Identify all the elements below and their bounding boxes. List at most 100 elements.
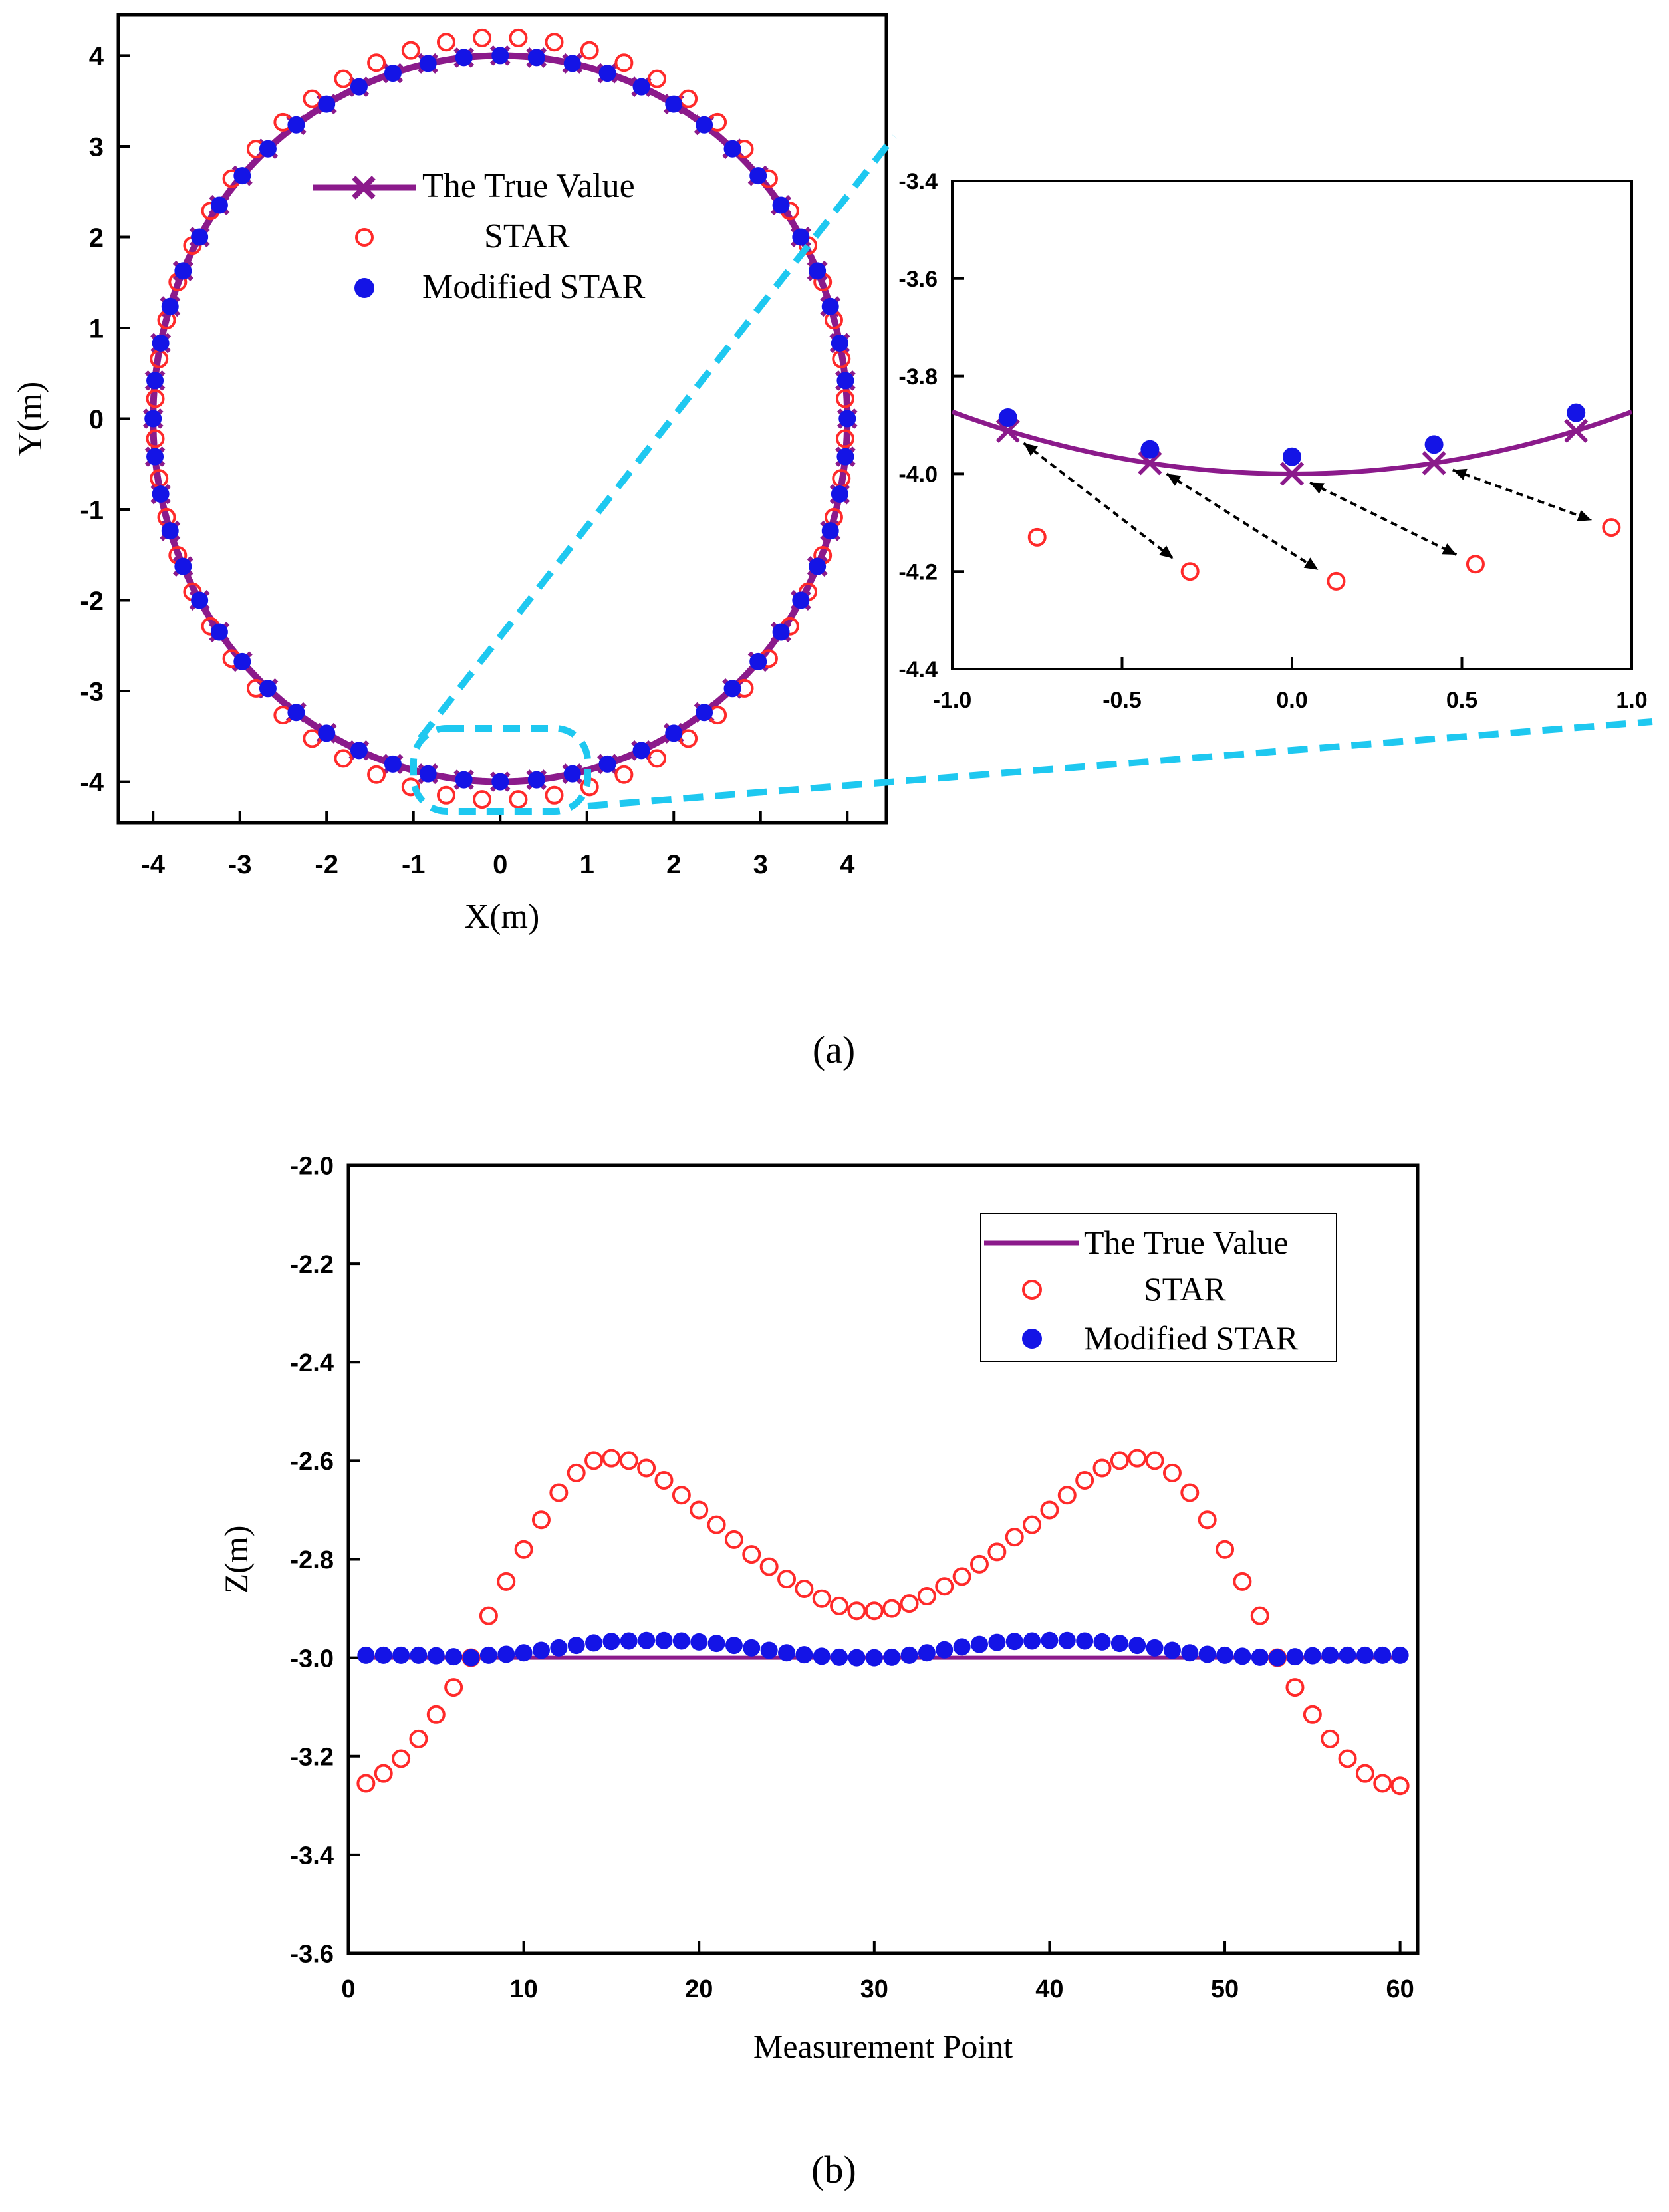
star-point bbox=[509, 790, 528, 809]
star-point-inset bbox=[1180, 562, 1200, 581]
modified-star-point bbox=[161, 522, 179, 540]
star-point bbox=[146, 389, 165, 408]
modified-star-point bbox=[152, 485, 170, 503]
modified-star-point bbox=[233, 652, 251, 670]
modified-star-point-b bbox=[970, 1635, 988, 1653]
modified-star-point bbox=[174, 262, 192, 280]
panel-b-y-tick-label: -3.2 bbox=[291, 1743, 334, 1771]
star-point bbox=[614, 765, 634, 784]
panel-b-x-tick-label: 10 bbox=[509, 1975, 537, 2003]
modified-star-point bbox=[696, 704, 713, 722]
panel-a-inset-y-tick-label: -3.4 bbox=[898, 169, 938, 194]
legend-b-mod-label: Modified STAR bbox=[1084, 1319, 1299, 1357]
modified-star-point bbox=[665, 95, 683, 113]
panel-a-main-xlabel: X(m) bbox=[465, 898, 540, 936]
legend-a-star-marker bbox=[355, 228, 374, 247]
inset-arrow-head bbox=[1442, 543, 1457, 555]
star-point-b bbox=[969, 1554, 989, 1574]
modified-star-point bbox=[161, 297, 179, 315]
modified-star-point bbox=[491, 47, 509, 65]
true-value-marker-inset bbox=[1422, 451, 1446, 476]
star-point-b bbox=[935, 1577, 954, 1596]
star-point-b bbox=[619, 1451, 638, 1470]
modified-star-point bbox=[210, 196, 228, 214]
star-point-b bbox=[497, 1572, 516, 1591]
star-point-b bbox=[654, 1471, 674, 1490]
series-modified-star-inset bbox=[998, 403, 1586, 466]
modified-star-point bbox=[836, 372, 854, 390]
modified-star-point-b bbox=[620, 1632, 638, 1650]
panel-b-x-tick-label: 0 bbox=[341, 1975, 355, 2003]
panel-a-main-x-tick-label: -2 bbox=[315, 850, 338, 879]
star-point-b bbox=[1233, 1572, 1252, 1591]
star-point-b bbox=[1145, 1451, 1164, 1470]
modified-star-point-b bbox=[1023, 1632, 1041, 1650]
inset-arrow-line bbox=[1309, 481, 1458, 556]
panel-a-main-x-tick-label: 3 bbox=[753, 850, 768, 879]
panel-a-label: (a) bbox=[813, 1028, 855, 1071]
panel-a-main-y-tick-label: 4 bbox=[89, 42, 104, 71]
star-point-b bbox=[602, 1449, 621, 1468]
modified-star-point-b bbox=[1128, 1637, 1146, 1655]
modified-star-point bbox=[259, 140, 277, 158]
panel-a-main-x-tick-label: 0 bbox=[493, 850, 507, 879]
star-point-b bbox=[1338, 1749, 1357, 1768]
panel-a-main-y-tick-label: -1 bbox=[80, 495, 104, 525]
legend-a-true-label: The True Value bbox=[422, 167, 635, 205]
modified-star-point bbox=[419, 765, 437, 783]
modified-star-point-b bbox=[1374, 1646, 1392, 1664]
modified-star-point-b bbox=[1286, 1648, 1304, 1666]
panel-a-inset-plot-frame bbox=[951, 180, 1633, 670]
modified-star-point-b bbox=[602, 1633, 620, 1651]
modified-star-point-b bbox=[1339, 1646, 1356, 1664]
star-point-b bbox=[987, 1542, 1007, 1562]
inset-arrow-head bbox=[1023, 443, 1038, 456]
panel-b-y-tick-label: -2.6 bbox=[291, 1448, 334, 1476]
modified-star-point-b bbox=[918, 1644, 936, 1662]
modified-star-point bbox=[836, 448, 854, 466]
modified-star-point-b bbox=[707, 1635, 725, 1653]
star-point-b bbox=[759, 1557, 779, 1576]
modified-star-point bbox=[792, 228, 810, 246]
inset-arrow-head bbox=[1159, 545, 1174, 559]
panel-a-inset-y-tick-label: -4.4 bbox=[898, 657, 938, 682]
star-point-b bbox=[1250, 1606, 1269, 1625]
panel-b-y-tick-label: -2.2 bbox=[291, 1251, 334, 1279]
modified-star-point-b bbox=[1005, 1633, 1023, 1651]
modified-star-point bbox=[152, 334, 170, 352]
inset-arrow-head bbox=[1166, 474, 1182, 486]
modified-star-point bbox=[419, 55, 437, 72]
modified-star-point bbox=[191, 228, 209, 246]
panel-a-main-x-tick-label: 2 bbox=[666, 850, 681, 879]
modified-star-point-b bbox=[1146, 1639, 1164, 1657]
modified-star-point-b bbox=[1356, 1646, 1374, 1664]
star-point bbox=[648, 749, 667, 768]
modified-star-point-b bbox=[1251, 1648, 1269, 1666]
star-point-inset bbox=[1466, 555, 1485, 574]
modified-star-point bbox=[598, 65, 616, 82]
star-point bbox=[146, 429, 165, 448]
star-point-b bbox=[672, 1486, 691, 1505]
modified-star-point-b bbox=[743, 1639, 761, 1657]
panel-a-main-chart: -4 -3 -2 -1 0 1 2 3 4 -4 -3 -2 -1 0 1 2 3 4 The True Valu… bbox=[11, 13, 888, 936]
modified-star-point-b bbox=[585, 1634, 603, 1652]
modified-star-point bbox=[831, 334, 848, 352]
modified-star-point-b bbox=[848, 1649, 866, 1667]
panel-a-main-x-tick-label: -1 bbox=[402, 850, 426, 879]
inset-arrow-head bbox=[1309, 482, 1325, 494]
true-value-marker-inset bbox=[1564, 418, 1589, 443]
star-point bbox=[473, 28, 492, 47]
star-point-b bbox=[777, 1570, 797, 1589]
inset-arrow-line bbox=[1166, 472, 1319, 571]
series-star-inset bbox=[1027, 518, 1621, 591]
panel-a-main-y-tick-label: -2 bbox=[80, 587, 104, 616]
star-point bbox=[401, 41, 420, 60]
modified-star-point-b bbox=[1321, 1646, 1339, 1664]
panel-b-y-tick-label: -2.8 bbox=[291, 1546, 334, 1574]
modified-star-point bbox=[809, 557, 827, 575]
star-point-b bbox=[1092, 1458, 1112, 1478]
panel-a-main-x-tick-label: -3 bbox=[228, 850, 252, 879]
inset-arrow-head bbox=[1577, 509, 1592, 521]
legend-b-true-label: The True Value bbox=[1084, 1224, 1288, 1261]
modified-star-point-b bbox=[813, 1647, 831, 1665]
